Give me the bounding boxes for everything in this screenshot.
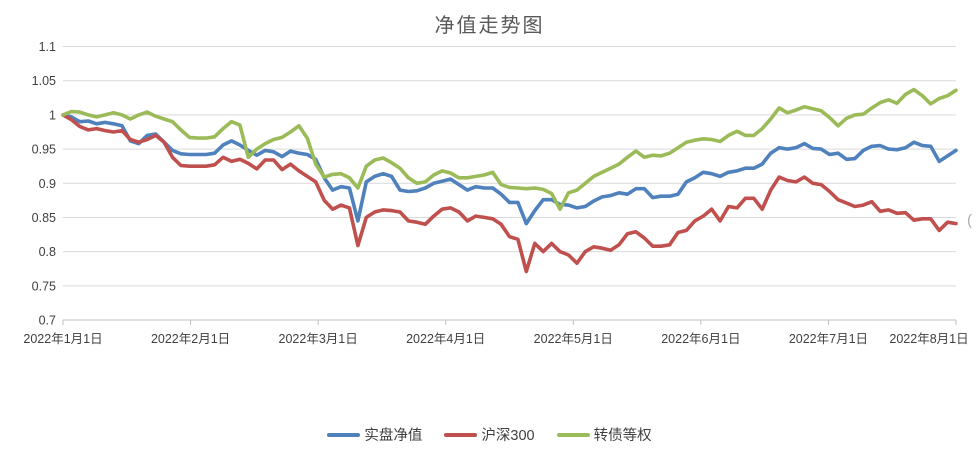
x-tick-label: 2022年5月1日 xyxy=(534,332,613,346)
blue-line-marker xyxy=(327,432,361,437)
chart-legend: 实盘净值 沪深300 转债等权 xyxy=(0,424,979,445)
x-tick-label: 2022年1月1日 xyxy=(23,332,102,346)
y-tick-label: 1 xyxy=(49,108,56,122)
edge-artifact: ( xyxy=(967,212,972,229)
y-tick-label: 0.7 xyxy=(39,314,56,328)
legend-item-shipan-networth[interactable]: 实盘净值 xyxy=(327,424,422,445)
y-tick-label: 0.75 xyxy=(32,279,56,293)
red-line-marker xyxy=(444,432,478,437)
x-tick-label: 2022年7月1日 xyxy=(789,332,868,346)
legend-label-hs300: 沪深300 xyxy=(481,428,535,444)
y-tick-label: 1.1 xyxy=(39,40,56,54)
legend-label-convertible-equal-weight: 转债等权 xyxy=(593,428,652,444)
y-tick-label: 0.8 xyxy=(39,245,56,259)
series-line-convertible-equal-weight xyxy=(61,87,958,211)
series-line-shipan-networth xyxy=(61,113,958,226)
y-tick-label: 0.95 xyxy=(32,143,56,157)
x-tick-label: 2022年8月1日 xyxy=(889,332,968,346)
y-tick-label: 0.85 xyxy=(32,211,56,225)
legend-item-convertible-equal-weight[interactable]: 转债等权 xyxy=(556,424,652,445)
x-tick-label: 2022年2月1日 xyxy=(151,332,230,346)
y-tick-label: 1.05 xyxy=(32,74,56,88)
x-tick-label: 2022年3月1日 xyxy=(279,332,358,346)
chart-title: 净值走势图 xyxy=(434,15,545,37)
x-tick-label: 2022年4月1日 xyxy=(406,332,485,346)
green-line-marker xyxy=(556,432,590,437)
x-tick-label: 2022年6月1日 xyxy=(661,332,740,346)
legend-label-shipan-networth: 实盘净值 xyxy=(364,428,423,444)
series-line-hs300 xyxy=(61,113,958,274)
y-tick-label: 0.9 xyxy=(39,177,56,191)
legend-item-hs300[interactable]: 沪深300 xyxy=(444,424,535,445)
